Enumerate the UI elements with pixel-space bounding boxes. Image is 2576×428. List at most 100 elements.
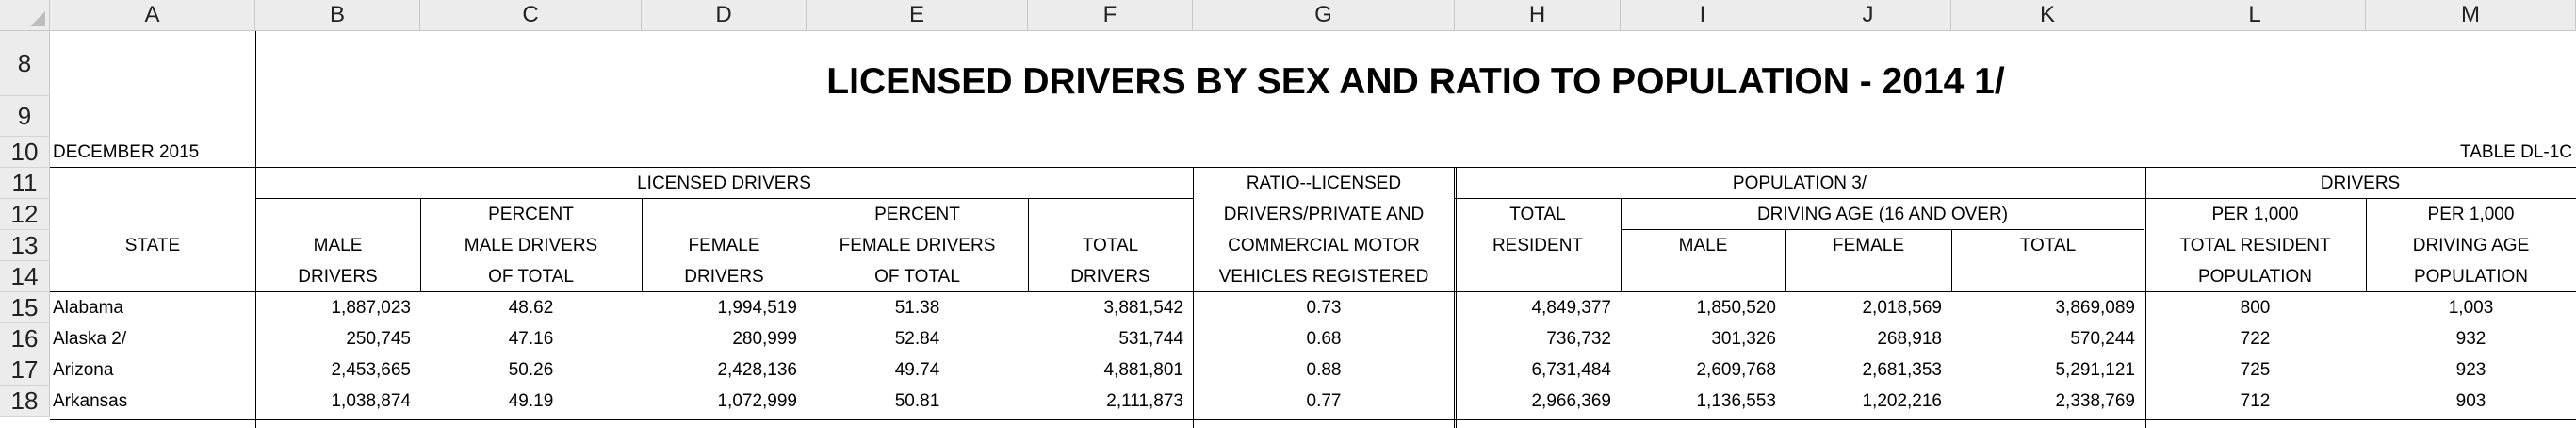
table-cell-state[interactable]: Arizona xyxy=(53,359,114,380)
table-cell-male-pop[interactable]: 1,136,553 xyxy=(1696,390,1776,411)
table-border xyxy=(420,198,421,292)
table-cell-male-pop[interactable]: 1,850,520 xyxy=(1696,297,1776,318)
row-header-14[interactable]: 14 xyxy=(0,261,50,292)
table-cell-ratio[interactable]: 0.68 xyxy=(1306,328,1342,349)
column-header-i[interactable]: I xyxy=(1621,0,1785,31)
column-header-a[interactable]: A xyxy=(50,0,255,31)
table-border xyxy=(50,167,2576,168)
header-female-drivers-line-1: FEMALE xyxy=(688,235,760,255)
column-header-f[interactable]: F xyxy=(1028,0,1193,31)
header-population: POPULATION 3/ xyxy=(1732,173,1867,193)
table-cell-female-drivers[interactable]: 1,994,519 xyxy=(717,297,797,318)
column-header-l[interactable]: L xyxy=(2144,0,2366,31)
table-cell-ratio[interactable]: 0.88 xyxy=(1306,359,1342,380)
header-ratio-line-3: COMMERCIAL MOTOR xyxy=(1228,235,1420,255)
table-cell-female-pop[interactable]: 1,202,216 xyxy=(1862,390,1942,411)
table-cell-state[interactable]: Alaska 2/ xyxy=(53,328,127,349)
table-cell-total-drivers[interactable]: 4,881,801 xyxy=(1103,359,1183,380)
table-cell-female-pop[interactable]: 2,681,353 xyxy=(1862,359,1942,380)
table-cell-female-pop[interactable]: 268,918 xyxy=(1877,328,1942,349)
table-cell-male-drivers[interactable]: 1,887,023 xyxy=(331,297,411,318)
table-cell-total-drivers[interactable]: 2,111,873 xyxy=(1106,390,1183,411)
table-cell-per-resident[interactable]: 722 xyxy=(2240,328,2271,349)
table-border xyxy=(1785,229,1786,292)
table-cell-ratio[interactable]: 0.73 xyxy=(1306,297,1342,318)
row-header-18[interactable]: 18 xyxy=(0,386,50,417)
column-header-k[interactable]: K xyxy=(1951,0,2144,31)
header-pct-female-line-3: OF TOTAL xyxy=(874,266,960,287)
header-male-drivers-line-1: MALE xyxy=(313,235,363,255)
header-total-resident-line-2: RESIDENT xyxy=(1492,235,1584,255)
table-cell-total-resident[interactable]: 4,849,377 xyxy=(1531,297,1611,318)
table-cell-per-driving[interactable]: 923 xyxy=(2455,359,2486,380)
table-cell-total-pop[interactable]: 2,338,769 xyxy=(2055,390,2135,411)
row-header-8[interactable]: 8 xyxy=(0,31,50,96)
table-cell-per-driving[interactable]: 932 xyxy=(2455,328,2486,349)
table-cell-pct-male[interactable]: 48.62 xyxy=(508,297,554,318)
column-header-c[interactable]: C xyxy=(420,0,642,31)
select-all-button[interactable] xyxy=(0,0,50,31)
table-border xyxy=(1951,229,1952,292)
table-cell-state[interactable]: Arkansas xyxy=(53,390,128,411)
row-header-17[interactable]: 17 xyxy=(0,354,50,386)
row-header-13[interactable]: 13 xyxy=(0,230,50,261)
table-cell-male-drivers[interactable]: 2,453,665 xyxy=(331,359,411,380)
table-cell-pct-male[interactable]: 47.16 xyxy=(508,328,554,349)
table-cell-pct-female[interactable]: 49.74 xyxy=(894,359,940,380)
table-cell-male-pop[interactable]: 301,326 xyxy=(1711,328,1776,349)
table-cell-per-driving[interactable]: 903 xyxy=(2455,390,2486,411)
table-cell-total-pop[interactable]: 3,869,089 xyxy=(2055,297,2135,318)
header-per-driving-line-1: PER 1,000 xyxy=(2427,204,2515,224)
header-ratio-line-2: DRIVERS/PRIVATE AND xyxy=(1223,204,1425,224)
table-cell-pct-male[interactable]: 49.19 xyxy=(508,390,554,411)
row-header-16[interactable]: 16 xyxy=(0,323,50,354)
table-cell-male-drivers[interactable]: 250,745 xyxy=(346,328,411,349)
table-cell-per-resident[interactable]: 800 xyxy=(2240,297,2271,318)
table-cell-male-pop[interactable]: 2,609,768 xyxy=(1696,359,1776,380)
header-total-drivers-line-2: DRIVERS xyxy=(1070,266,1150,287)
row-header-11[interactable]: 11 xyxy=(0,168,50,199)
column-header-g[interactable]: G xyxy=(1193,0,1455,31)
table-cell-total-drivers[interactable]: 531,744 xyxy=(1118,328,1183,349)
row-header-15[interactable]: 15 xyxy=(0,292,50,323)
table-cell-pct-female[interactable]: 50.81 xyxy=(894,390,940,411)
table-cell-female-drivers[interactable]: 280,999 xyxy=(732,328,797,349)
table-cell-total-resident[interactable]: 2,966,369 xyxy=(1531,390,1611,411)
table-border xyxy=(1455,198,2144,199)
table-cell-total-resident[interactable]: 6,731,484 xyxy=(1531,359,1611,380)
row-header-12[interactable]: 12 xyxy=(0,199,50,230)
table-cell-pct-female[interactable]: 52.84 xyxy=(894,328,940,349)
table-cell-total-pop[interactable]: 5,291,121 xyxy=(2055,359,2135,380)
column-header-j[interactable]: J xyxy=(1785,0,1951,31)
header-per-resident-line-2: TOTAL RESIDENT xyxy=(2179,235,2331,255)
table-cell-state[interactable]: Alabama xyxy=(53,297,123,318)
header-per-driving-line-2: DRIVING AGE xyxy=(2412,235,2530,255)
table-cell-per-resident[interactable]: 725 xyxy=(2240,359,2271,380)
table-cell-total-pop[interactable]: 570,244 xyxy=(2070,328,2135,349)
row-header-9[interactable]: 9 xyxy=(0,96,50,137)
table-cell-female-drivers[interactable]: 1,072,999 xyxy=(717,390,797,411)
table-cell-total-resident[interactable]: 736,732 xyxy=(1546,328,1611,349)
column-header-h[interactable]: H xyxy=(1455,0,1621,31)
row-header-10[interactable]: 10 xyxy=(0,137,50,168)
header-pct-male-line-1: PERCENT xyxy=(488,204,574,224)
column-header-d[interactable]: D xyxy=(642,0,807,31)
table-cell-female-drivers[interactable]: 2,428,136 xyxy=(717,359,797,380)
table-cell-female-pop[interactable]: 2,018,569 xyxy=(1862,297,1942,318)
table-cell-pct-male[interactable]: 50.26 xyxy=(508,359,554,380)
table-border xyxy=(2144,167,2146,428)
table-cell-pct-female[interactable]: 51.38 xyxy=(894,297,940,318)
date-label: DECEMBER 2015 xyxy=(53,141,200,162)
table-cell-per-driving[interactable]: 1,003 xyxy=(2448,297,2494,318)
table-border xyxy=(1454,167,1457,428)
column-header-b[interactable]: B xyxy=(255,0,420,31)
column-header-e[interactable]: E xyxy=(807,0,1028,31)
table-cell-per-resident[interactable]: 712 xyxy=(2240,390,2271,411)
table-cell-ratio[interactable]: 0.77 xyxy=(1306,390,1342,411)
table-cell-total-drivers[interactable]: 3,881,542 xyxy=(1103,297,1183,318)
header-female-drivers-line-2: DRIVERS xyxy=(684,266,764,287)
table-border xyxy=(50,419,2576,420)
table-cell-male-drivers[interactable]: 1,038,874 xyxy=(331,390,411,411)
column-header-m[interactable]: M xyxy=(2366,0,2576,31)
